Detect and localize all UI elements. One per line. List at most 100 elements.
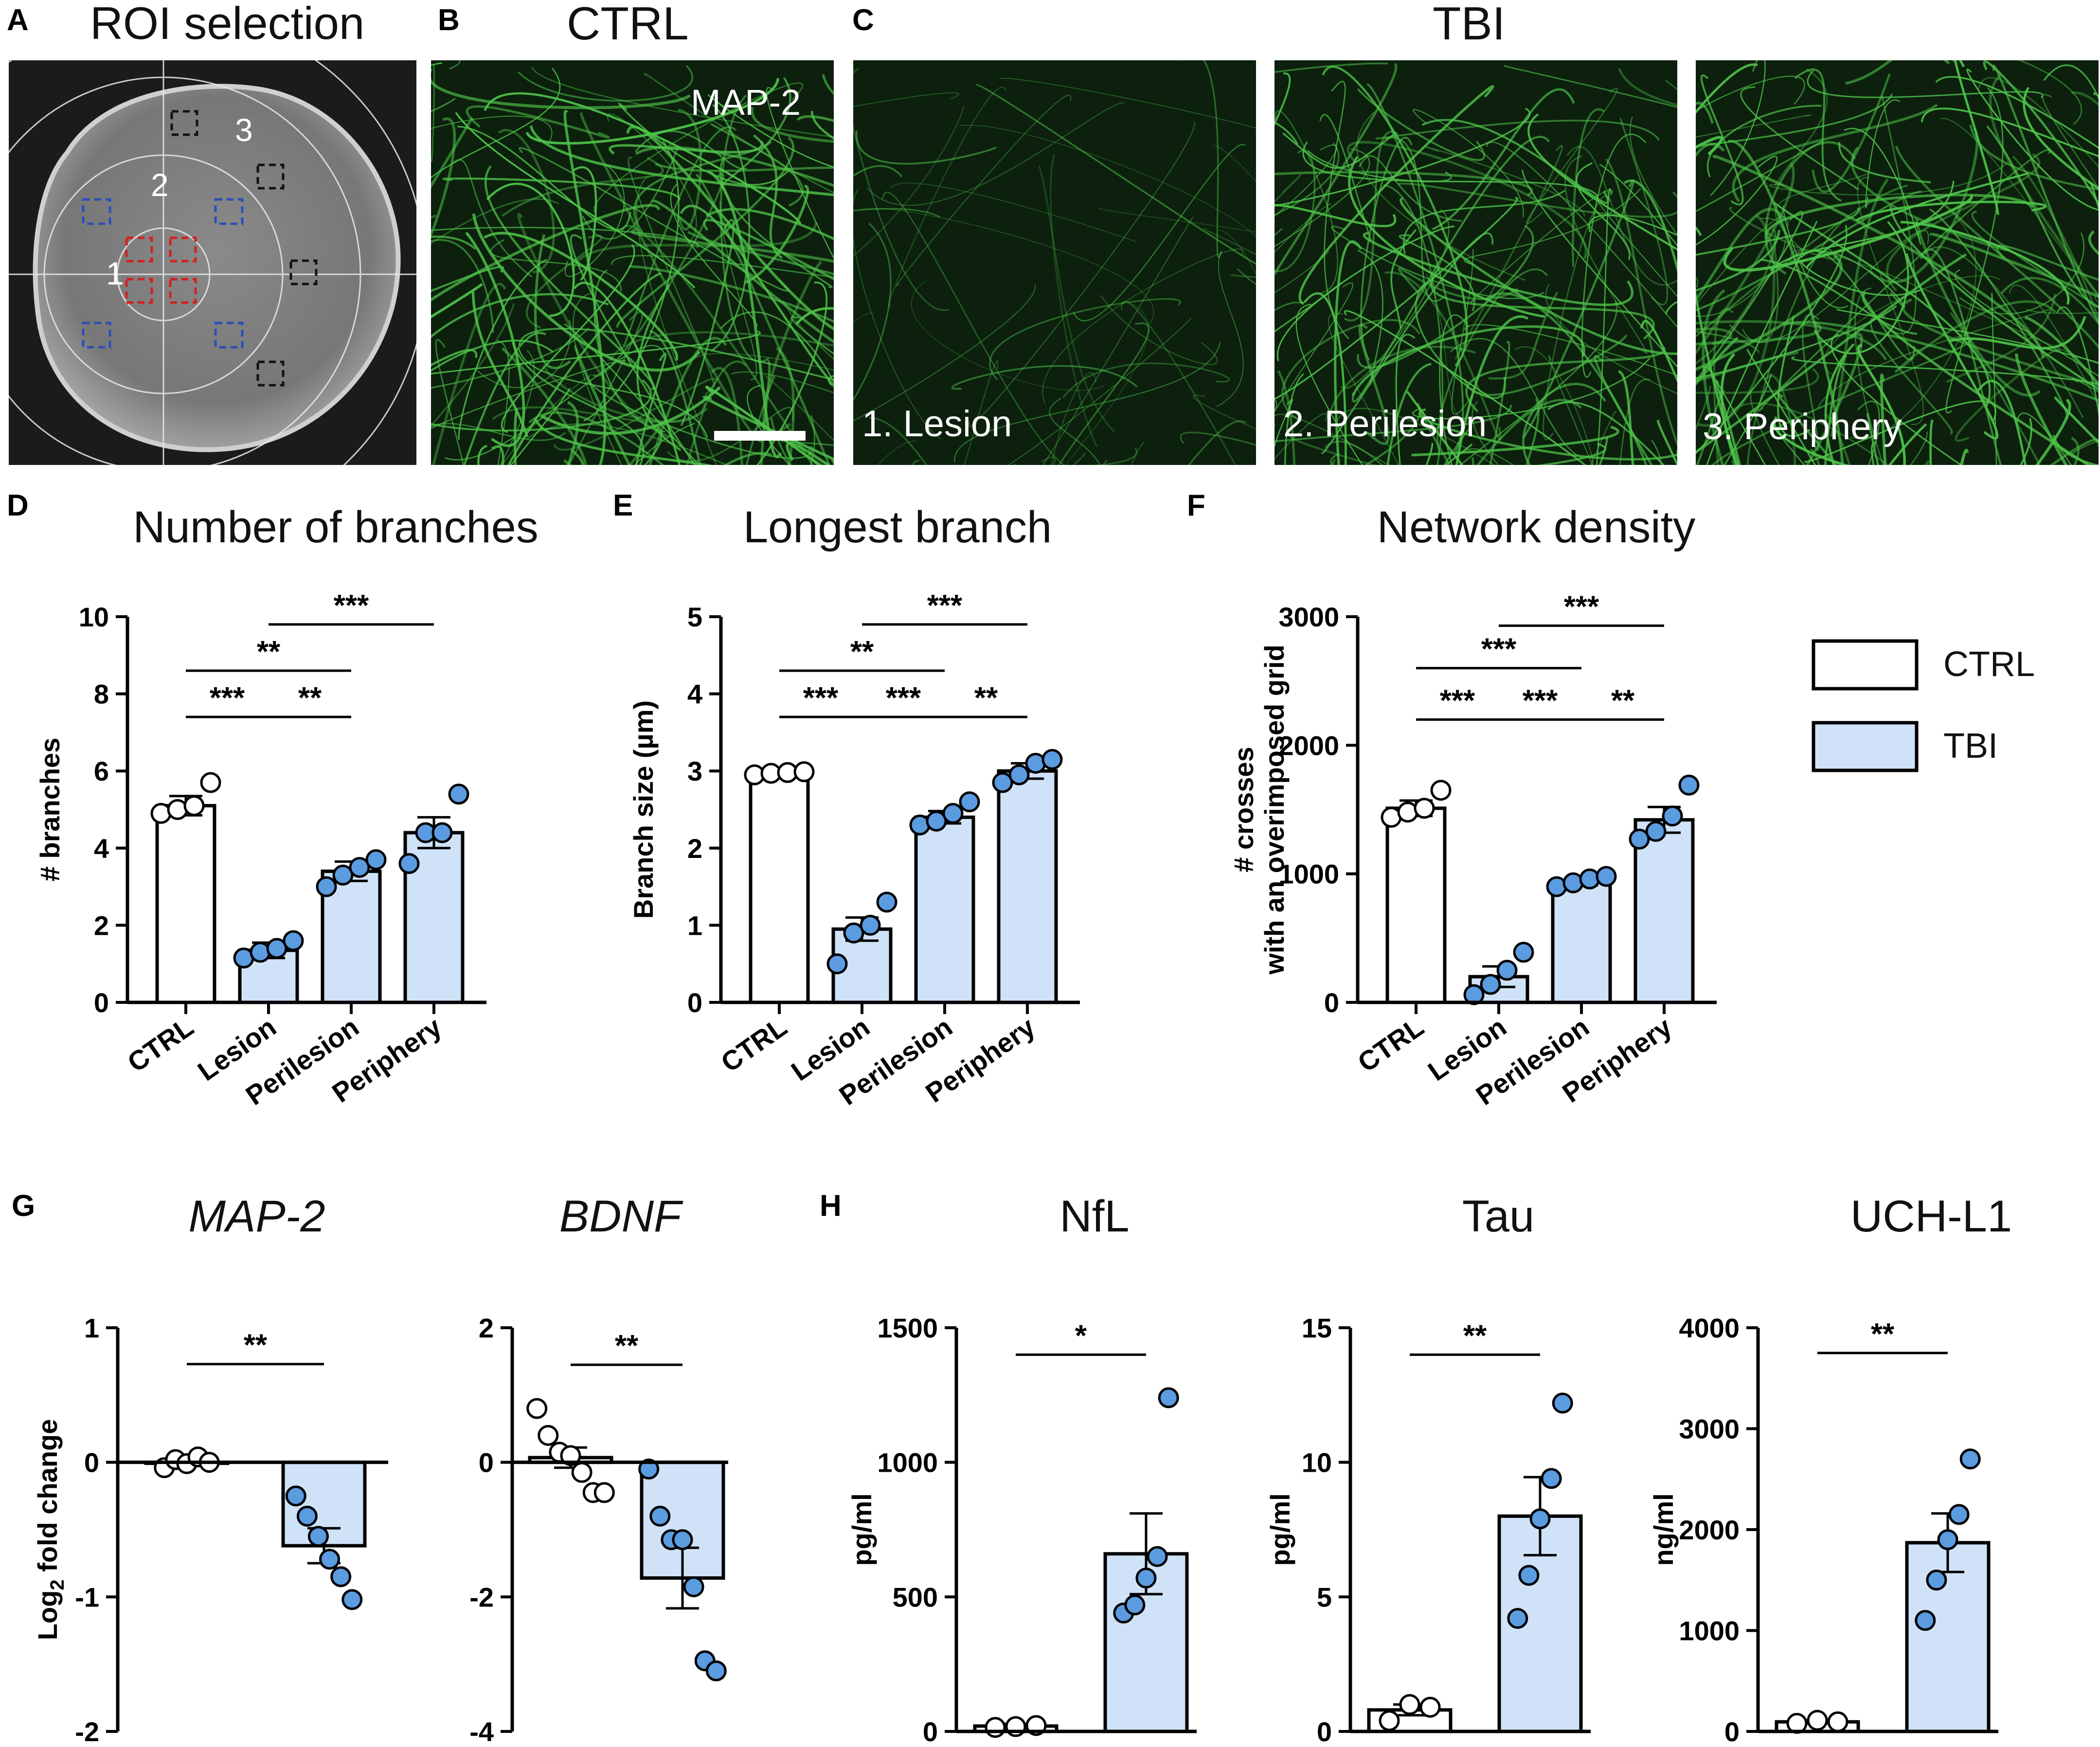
neurite [1274, 72, 1291, 126]
neurite [751, 107, 834, 143]
neurite [2014, 353, 2068, 465]
y-axis-label: with an overimposed grid [1259, 644, 1290, 975]
neurite [519, 147, 790, 292]
neurite [1599, 163, 1677, 247]
neurite [1375, 120, 1660, 141]
neurite [1465, 346, 1666, 412]
significance-stars: * [1075, 1319, 1087, 1353]
data-point [1827, 1711, 1849, 1732]
bar [1385, 806, 1447, 1004]
neurite [534, 234, 571, 370]
data-point [1518, 1565, 1540, 1586]
neurite [572, 166, 597, 281]
neurite [1802, 314, 1820, 451]
y-tick-label: 0 [687, 987, 702, 1018]
neurite [486, 182, 575, 317]
neurite [1702, 289, 1725, 465]
neurite [710, 367, 744, 465]
x-tick-label: CTRL [122, 1011, 198, 1078]
neurite [573, 282, 681, 465]
neurite [1712, 155, 2045, 358]
panel-c-label: C [852, 3, 874, 37]
neurite [1715, 379, 1766, 465]
y-tick-label: 0 [1317, 1716, 1332, 1747]
neurite [634, 423, 696, 465]
neurite [628, 422, 664, 465]
neurite [1771, 424, 1805, 465]
data-point [1135, 1568, 1157, 1589]
neurite [484, 232, 679, 361]
neurite [496, 340, 510, 465]
neurite [518, 65, 693, 102]
data-point [349, 856, 370, 878]
neurite [1298, 85, 1494, 305]
neurite [501, 347, 587, 465]
neurite [1618, 370, 1634, 465]
significance-stars: ** [974, 681, 998, 715]
neurite [1356, 111, 1526, 281]
neurite [1073, 453, 1086, 465]
chart-d: D Number of branches 0 2 4 6 8 10 # branches CTRL… [7, 489, 538, 1111]
neurite [636, 176, 717, 465]
neurite [1411, 426, 1619, 457]
neurite [1395, 334, 1416, 465]
significance-stars: ** [244, 1329, 268, 1362]
neurite [1983, 60, 2099, 206]
neurite [1782, 321, 2099, 402]
neurite [568, 311, 644, 465]
neurite [1274, 203, 1331, 253]
y-tick-label: 1000 [877, 1447, 938, 1478]
y-tick-label: 4000 [1679, 1313, 1740, 1343]
neurite [1336, 408, 1495, 465]
neurite [1274, 62, 1388, 73]
neurite [782, 300, 834, 360]
data-point [876, 891, 897, 913]
neurite [1564, 155, 1648, 354]
neurite [1344, 131, 1399, 321]
neurite [1824, 354, 1848, 465]
panel-label: G [12, 1189, 35, 1223]
neurite [1949, 312, 2041, 465]
neurite [1072, 143, 1246, 321]
y-tick-label: 2000 [1679, 1515, 1740, 1545]
neurite [567, 401, 579, 465]
neurite [1945, 87, 2004, 413]
neurite [1831, 333, 1962, 465]
neurite [1413, 109, 1524, 218]
neurite [431, 117, 474, 189]
neurite-texture [1274, 60, 1677, 465]
neurite [1813, 221, 1909, 355]
roi-selection-image: 1 2 3 [9, 60, 416, 465]
data-point [571, 1462, 592, 1483]
neurite [1327, 345, 1476, 422]
data-point [683, 1576, 704, 1598]
neurite [1844, 128, 1921, 245]
neurite [1929, 419, 1934, 465]
y-tick-label: 6 [94, 756, 109, 786]
bar [749, 771, 810, 1004]
neurite [1871, 442, 1876, 465]
neurite [1472, 400, 1499, 465]
y-tick-label: 1500 [877, 1313, 938, 1343]
neurite [770, 417, 792, 465]
y-tick-label: 1000 [1278, 859, 1339, 890]
neurite [1274, 282, 1343, 333]
neurite [853, 69, 950, 311]
neurite [1588, 214, 1677, 236]
panel-a-label: A [7, 3, 29, 37]
neurite [431, 115, 553, 142]
neurite [1880, 374, 1887, 465]
neurite [853, 92, 959, 107]
x-tick-label: CTRL [715, 1011, 792, 1078]
y-tick-label: 5 [687, 602, 702, 632]
neurite [1623, 179, 1677, 273]
neurite [1274, 63, 1398, 275]
neurite [954, 342, 1221, 463]
neurite [1727, 140, 1844, 465]
significance-stars: ** [1871, 1318, 1895, 1351]
neurite [431, 379, 652, 432]
neurite [719, 201, 757, 380]
neurite [1277, 370, 1296, 465]
neurite [869, 417, 928, 465]
y-tick-label: 0 [479, 1447, 494, 1478]
